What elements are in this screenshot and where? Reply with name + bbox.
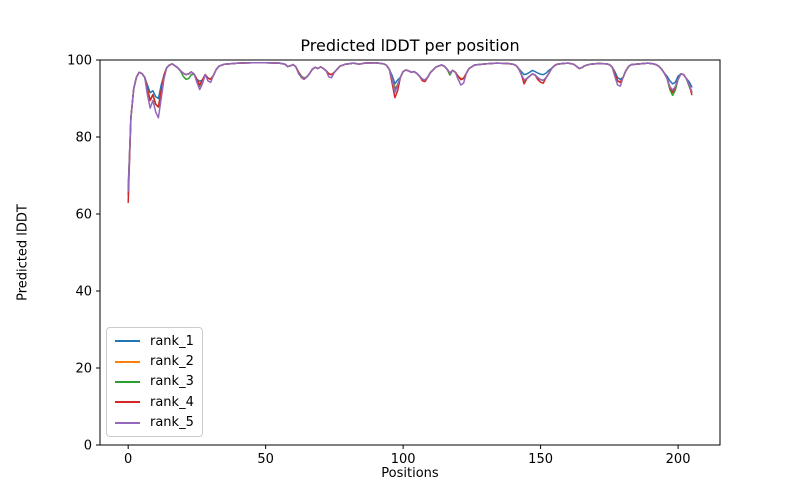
series-line-rank_3: [127, 61, 693, 196]
rank-5-line-swatch: [115, 421, 140, 424]
rank-2-line-swatch: [115, 360, 140, 363]
x-tick-label: 50: [257, 452, 274, 467]
legend: rank_1 rank_2 rank_3 rank_4 rank_5: [106, 327, 203, 437]
y-tick-label: 60: [75, 208, 92, 223]
legend-entry-rank-3: rank_3: [115, 374, 194, 389]
rank-3-line-swatch: [115, 380, 140, 383]
legend-label: rank_4: [150, 394, 194, 410]
legend-label: rank_2: [150, 354, 194, 370]
rank-4-line-swatch: [115, 401, 140, 404]
x-tick-label: 0: [124, 452, 132, 467]
x-tick-label: 100: [391, 452, 416, 467]
rank-1-line-swatch: [115, 340, 140, 343]
x-tick-label: 200: [666, 452, 691, 467]
legend-label: rank_1: [150, 333, 194, 349]
y-tick-label: 20: [75, 362, 92, 377]
y-tick-label: 80: [75, 131, 92, 146]
series-line-rank_1: [127, 61, 693, 188]
y-tick-label: 0: [84, 439, 92, 454]
series-line-rank_4: [127, 61, 693, 204]
y-axis-label: Predicted lDDT: [15, 204, 31, 301]
legend-label: rank_3: [150, 374, 194, 390]
series-line-rank_2: [127, 61, 693, 192]
x-tick-label: 150: [528, 452, 553, 467]
y-tick-label: 40: [75, 285, 92, 300]
legend-entry-rank-2: rank_2: [115, 354, 194, 369]
legend-label: rank_5: [150, 415, 194, 431]
legend-entry-rank-5: rank_5: [115, 415, 194, 430]
series-line-rank_5: [127, 61, 693, 192]
chart-title: Predicted lDDT per position: [300, 36, 520, 55]
axes-frame: [99, 59, 721, 446]
legend-entry-rank-1: rank_1: [115, 334, 194, 349]
y-tick-label: 100: [67, 54, 92, 69]
legend-entry-rank-4: rank_4: [115, 395, 194, 410]
x-axis-label: Positions: [381, 466, 439, 481]
